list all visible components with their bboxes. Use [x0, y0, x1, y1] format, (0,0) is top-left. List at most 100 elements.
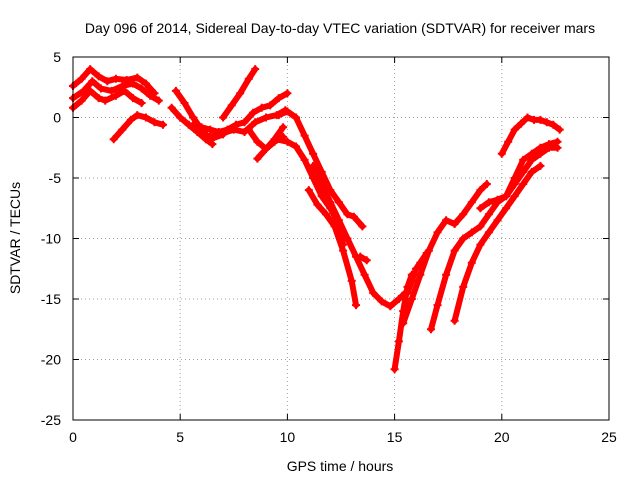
- data-point-marker: [322, 210, 330, 219]
- data-point-marker: [109, 135, 118, 144]
- data-point-marker: [502, 204, 511, 213]
- data-point-marker: [283, 107, 292, 116]
- data-point-marker: [292, 113, 300, 122]
- series-14: [304, 186, 360, 310]
- data-point-marker: [433, 301, 442, 310]
- data-point-marker: [111, 91, 120, 100]
- series-line: [428, 144, 561, 333]
- axis-ticks: 0 5 10 15 20 25 -25 -20 -15 -10 -5 0 5: [41, 49, 617, 445]
- y-tick-label: -10: [41, 231, 61, 247]
- data-point-marker: [339, 246, 348, 255]
- data-point-marker: [176, 113, 185, 122]
- data-point-marker: [459, 210, 468, 219]
- data-point-marker: [442, 216, 451, 225]
- data-point-marker: [326, 198, 335, 207]
- data-point-marker: [467, 228, 476, 237]
- series-15: [309, 161, 410, 311]
- x-axis-title: GPS time / hours: [287, 458, 394, 474]
- data-point-marker: [403, 288, 412, 297]
- chart-title: Day 096 of 2014, Sidereal Day-to-day VTE…: [85, 20, 595, 36]
- data-point-marker: [412, 264, 420, 273]
- data-point-marker: [88, 77, 97, 86]
- data-point-marker: [484, 198, 493, 207]
- data-point-marker: [94, 72, 103, 81]
- data-point-marker: [502, 192, 511, 201]
- data-point-marker: [386, 302, 395, 311]
- series-line: [477, 138, 561, 212]
- data-point-marker: [118, 82, 127, 90]
- x-tick-label: 25: [601, 429, 617, 445]
- series-12: [274, 107, 367, 231]
- data-point-marker: [103, 77, 112, 86]
- series-line: [310, 162, 409, 310]
- data-point-marker: [206, 125, 215, 134]
- data-point-marker: [450, 246, 459, 255]
- data-point-marker: [129, 94, 137, 103]
- data-point-marker: [476, 204, 485, 213]
- x-tick-label: 5: [176, 429, 184, 445]
- y-tick-label: 5: [53, 49, 61, 65]
- data-point-marker: [343, 210, 352, 219]
- data-point-marker: [369, 288, 378, 297]
- data-point-marker: [459, 234, 468, 243]
- x-tick-label: 20: [494, 429, 510, 445]
- data-point-marker: [189, 120, 198, 129]
- data-point-marker: [96, 84, 105, 93]
- data-point-marker: [171, 86, 180, 95]
- data-point-marker: [542, 118, 551, 127]
- series-7: [219, 65, 260, 122]
- data-point-marker: [334, 216, 343, 225]
- data-point-marker: [536, 143, 545, 152]
- data-point-marker: [523, 113, 532, 122]
- data-point-marker: [111, 74, 120, 83]
- data-point-marker: [274, 111, 283, 120]
- data-point-marker: [189, 113, 198, 122]
- data-point-marker: [167, 103, 176, 112]
- data-point-marker: [77, 96, 86, 105]
- y-tick-label: 0: [53, 110, 61, 126]
- data-point-marker: [555, 125, 564, 134]
- data-point-marker: [304, 186, 313, 195]
- data-point-marker: [313, 200, 322, 209]
- y-axis-title: SDTVAR / TECUs: [7, 182, 23, 294]
- data-point-marker: [482, 180, 491, 188]
- data-point-marker: [459, 282, 468, 291]
- data-point-marker: [553, 137, 562, 146]
- data-point-marker: [343, 234, 352, 243]
- data-point-marker: [527, 149, 536, 158]
- data-point-marker: [497, 149, 506, 158]
- data-point-marker: [86, 65, 95, 74]
- data-point-marker: [399, 319, 408, 328]
- series-22: [476, 137, 562, 213]
- data-point-marker: [150, 118, 159, 127]
- data-point-marker: [77, 74, 86, 83]
- data-point-marker: [240, 118, 249, 127]
- data-point-marker: [517, 119, 526, 128]
- data-point-marker: [467, 258, 476, 267]
- data-point-marker: [262, 145, 270, 153]
- data-point-marker: [309, 149, 318, 158]
- series-23: [497, 113, 564, 158]
- data-point-marker: [394, 337, 403, 346]
- y-tick-label: -25: [41, 412, 61, 428]
- data-point-marker: [101, 96, 110, 105]
- data-point-marker: [266, 101, 275, 110]
- data-point-marker: [309, 161, 318, 170]
- data-point-marker: [249, 108, 258, 117]
- data-point-marker: [360, 270, 369, 279]
- data-point-marker: [347, 276, 356, 285]
- data-point-marker: [180, 99, 189, 107]
- data-point-marker: [416, 270, 425, 279]
- data-point-marker: [484, 210, 493, 219]
- data-point-marker: [197, 130, 206, 139]
- data-point-marker: [476, 240, 485, 249]
- data-point-marker: [118, 125, 127, 134]
- data-point-marker: [197, 123, 206, 132]
- data-point-marker: [159, 120, 167, 129]
- series-1: [69, 65, 159, 98]
- series-16: [356, 252, 371, 265]
- data-point-marker: [527, 167, 536, 176]
- data-point-marker: [493, 216, 502, 225]
- data-point-marker: [377, 297, 386, 306]
